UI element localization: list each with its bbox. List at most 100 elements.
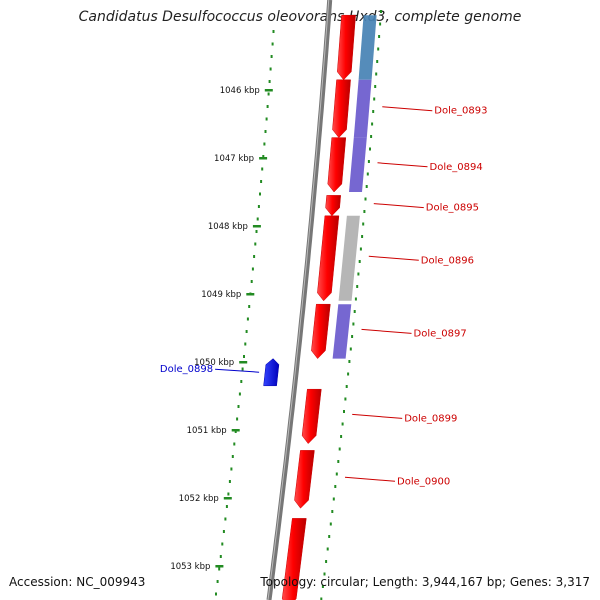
scale-dot [340,435,343,438]
scale-dot [376,60,379,63]
gene-layer [263,14,356,600]
gene-forward [325,195,341,217]
scale-dot [373,97,376,101]
label-layer: Dole_0893 Dole_0894 Dole_0895 Dole_0896 Dole… [160,106,488,488]
scale-tick [239,361,248,364]
scale-tick [246,293,255,296]
scale-dot [244,342,247,346]
scale-dot [237,405,240,408]
genome-backbone [266,0,333,600]
scale-dot [228,480,231,483]
scale-dot [334,485,337,488]
scale-dot [272,30,275,33]
scale-dot [369,147,371,151]
cog-layer [332,15,377,359]
scale-dot [362,222,365,226]
scale-dot [221,542,224,546]
scale-dot [245,330,248,333]
scale-dot [326,547,329,551]
cog-category-bar [358,15,377,80]
scale-tick [264,89,273,92]
scale-dot [329,522,332,526]
scale-dot [343,410,345,413]
gene-label-leader [215,368,260,373]
gene-label: Dole_0893 [434,106,487,117]
gene-label-leader [361,328,412,334]
genome-backbone-highlight [267,0,330,600]
scale-dot [243,355,245,358]
scale-dot [356,285,359,288]
scale-dot [349,347,352,351]
scale-dot [253,255,256,258]
scale-dot [250,280,253,283]
scale-dot [216,580,219,583]
scale-dot [331,510,334,513]
gene-label: Dole_0899 [404,413,457,424]
scale-tick-label: 1050 kbp [194,358,234,368]
cog-category-bar [353,79,372,138]
gene-forward [332,79,351,138]
scale-dot [271,42,274,46]
scale-dot [270,55,273,58]
scale-dot [374,85,377,88]
scale-dot [370,135,373,138]
scale-dot [264,130,267,133]
cog-category-bar [332,304,352,359]
scale-tick-label: 1053 kbp [170,562,210,572]
scale-dot [269,67,272,71]
scale-dot [231,455,234,458]
scale-dot [261,167,264,171]
scale-dot [371,122,374,126]
scale-dot [255,230,258,233]
scale-dot [224,517,227,521]
scale-dot [266,105,269,108]
gene-label-leader [382,106,433,112]
gene-forward [294,450,315,509]
scale-tick-label: 1046 kbp [220,86,260,96]
gene-label: Dole_0894 [430,162,483,173]
gene-label: Dole_0900 [397,476,450,487]
scale-layer: 1046 kbp 1047 kbp 1048 kbp 1049 kbp 1050 kbp… [170,10,382,600]
scale-dot [254,242,257,246]
scale-dot [328,535,331,538]
scale-dot [377,47,380,51]
gene-label-leader [344,476,396,482]
scale-dot [364,197,367,201]
scale-tick-label: 1048 kbp [208,222,248,232]
scale-tick-label: 1049 kbp [201,290,241,300]
gene-label-leader [352,413,403,419]
gene-label-leader [377,162,428,168]
scale-dot [341,422,344,426]
scale-dot [344,397,347,401]
scale-dot [361,235,364,238]
accession-text: Accession: NC_009943 [9,575,146,589]
scale-dot [345,385,348,388]
scale-tick [223,497,232,500]
scale-dot [263,142,266,146]
scale-dot [363,210,366,213]
gene-label: Dole_0898 [160,364,213,375]
scale-dot [366,172,369,176]
scale-dot [372,110,375,113]
scale-dot [236,417,239,421]
scale-dot [358,260,361,263]
scale-dot [323,572,326,576]
gene-label: Dole_0896 [421,255,474,266]
scale-dot [265,117,268,121]
scale-dot [359,247,362,251]
scale-tick-label: 1052 kbp [179,494,219,504]
backbone-layer [266,0,333,600]
scale-dot [251,267,254,271]
cog-category-bar [338,215,360,301]
scale-tick-label: 1047 kbp [214,154,254,164]
scale-dot [222,530,225,533]
scale-dot [267,92,270,96]
gene-forward [327,137,347,193]
scale-dot [257,205,260,208]
scale-dot [320,597,323,600]
scale-dot [262,155,265,158]
scale-dot [378,35,381,38]
scale-dot [375,72,378,76]
